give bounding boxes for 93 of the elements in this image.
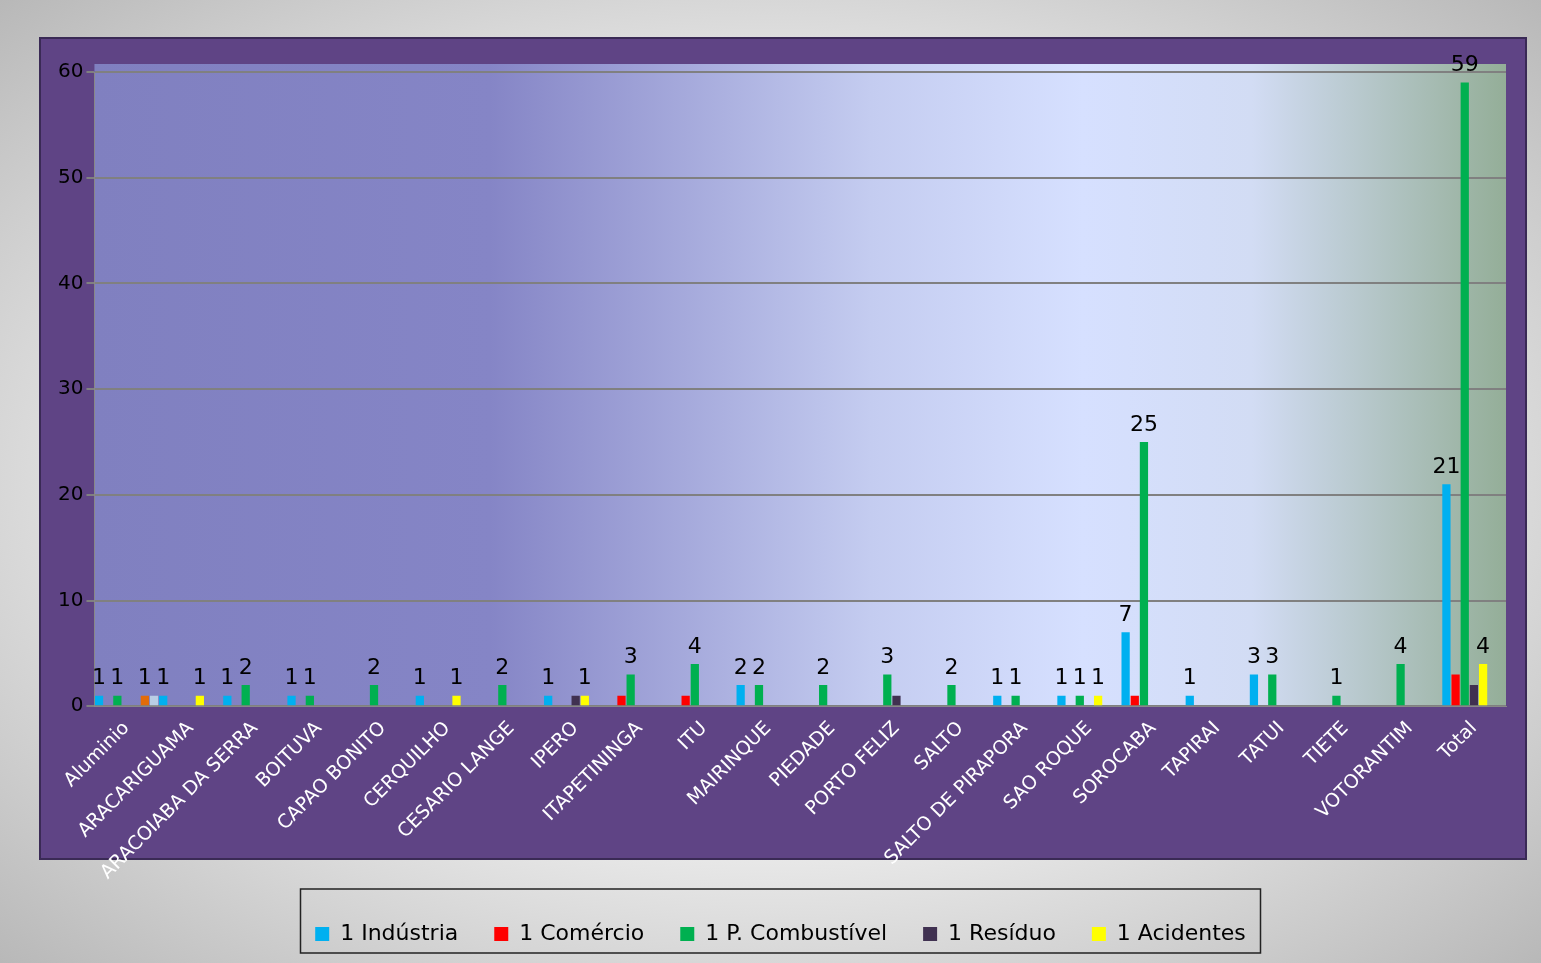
bar bbox=[1268, 674, 1277, 706]
bar bbox=[819, 685, 828, 706]
bar bbox=[1185, 695, 1194, 706]
bar bbox=[149, 695, 159, 706]
bar bbox=[883, 674, 892, 706]
data-label: 21 bbox=[1432, 452, 1461, 478]
data-label: 1 bbox=[1054, 664, 1069, 690]
bar bbox=[1396, 663, 1405, 706]
data-label: 2 bbox=[751, 653, 766, 679]
legend-label: 1 Comércio bbox=[519, 919, 645, 945]
bar bbox=[1451, 674, 1460, 706]
y-tick-label: 20 bbox=[58, 481, 84, 506]
data-label: 1 bbox=[302, 664, 317, 690]
bar bbox=[544, 695, 553, 706]
data-label: 1 bbox=[1329, 664, 1344, 690]
bar bbox=[1011, 695, 1020, 706]
bar bbox=[617, 695, 626, 706]
legend-label: 1 Indústria bbox=[340, 919, 459, 945]
bar bbox=[241, 685, 250, 706]
bar bbox=[892, 695, 901, 706]
bar bbox=[626, 674, 635, 706]
data-label: 1 bbox=[1008, 664, 1023, 690]
bar bbox=[754, 685, 764, 706]
data-label: 1 bbox=[92, 664, 107, 690]
bar bbox=[580, 695, 589, 706]
data-label: 1 bbox=[1072, 664, 1087, 690]
data-label: 1 bbox=[137, 664, 152, 690]
bar bbox=[1469, 685, 1479, 706]
data-label: 2 bbox=[944, 653, 959, 679]
data-label: 1 bbox=[110, 664, 125, 690]
legend-label: 1 Resíduo bbox=[948, 919, 1056, 945]
data-label: 7 bbox=[1118, 600, 1133, 626]
bar bbox=[1130, 695, 1139, 706]
data-label: 1 bbox=[220, 664, 235, 690]
data-label: 4 bbox=[1393, 632, 1408, 658]
bar bbox=[415, 695, 424, 706]
data-label: 1 bbox=[284, 664, 299, 690]
bar bbox=[113, 695, 122, 706]
bar bbox=[223, 695, 232, 706]
data-label: 1 bbox=[192, 664, 207, 690]
bar bbox=[94, 695, 104, 706]
bar bbox=[1139, 441, 1149, 706]
y-tick-label: 40 bbox=[58, 269, 84, 294]
legend-label: 1 Acidentes bbox=[1116, 919, 1246, 945]
bar bbox=[1478, 663, 1488, 706]
bar bbox=[1442, 484, 1451, 706]
bar bbox=[690, 663, 699, 706]
data-label: 1 bbox=[1091, 664, 1106, 690]
y-tick-label: 0 bbox=[70, 692, 84, 717]
data-label: 25 bbox=[1129, 410, 1158, 436]
legend-label: 1 P. Combustível bbox=[705, 919, 888, 945]
bar bbox=[571, 695, 580, 706]
bar bbox=[1460, 82, 1469, 706]
bar bbox=[369, 685, 379, 706]
bar bbox=[287, 695, 296, 706]
y-tick-label: 30 bbox=[58, 375, 84, 400]
bar bbox=[498, 685, 507, 706]
bar bbox=[993, 695, 1002, 706]
data-label: 1 bbox=[541, 664, 556, 690]
y-tick-label: 60 bbox=[58, 58, 84, 83]
data-label: 3 bbox=[1246, 643, 1261, 669]
data-label: 2 bbox=[816, 653, 831, 679]
data-label: 1 bbox=[412, 664, 427, 690]
data-label: 1 bbox=[1182, 664, 1197, 690]
bar bbox=[1249, 674, 1259, 706]
data-label: 1 bbox=[990, 664, 1005, 690]
bar bbox=[159, 695, 168, 706]
data-label: 2 bbox=[238, 653, 253, 679]
data-label: 3 bbox=[880, 643, 895, 669]
data-label: 3 bbox=[1265, 643, 1280, 669]
y-tick-label: 10 bbox=[58, 586, 84, 611]
bar bbox=[736, 685, 745, 706]
bar bbox=[305, 695, 314, 706]
bar bbox=[1093, 695, 1103, 706]
bar bbox=[452, 695, 461, 706]
data-label: 1 bbox=[577, 664, 592, 690]
data-label: 1 bbox=[156, 664, 171, 690]
data-label: 2 bbox=[733, 653, 748, 679]
data-label: 4 bbox=[1476, 632, 1491, 658]
bar bbox=[1075, 695, 1084, 706]
bar bbox=[1057, 695, 1066, 706]
bar bbox=[1121, 632, 1130, 706]
bar bbox=[681, 695, 690, 706]
data-label: 2 bbox=[495, 653, 510, 679]
data-label: 3 bbox=[623, 643, 638, 669]
data-label: 4 bbox=[687, 632, 702, 658]
bar bbox=[140, 695, 149, 706]
bar bbox=[195, 695, 204, 706]
data-label: 1 bbox=[449, 664, 464, 690]
bar bbox=[1332, 695, 1341, 706]
y-tick-label: 50 bbox=[58, 163, 84, 188]
data-label: 2 bbox=[367, 653, 382, 679]
bar bbox=[947, 685, 956, 706]
